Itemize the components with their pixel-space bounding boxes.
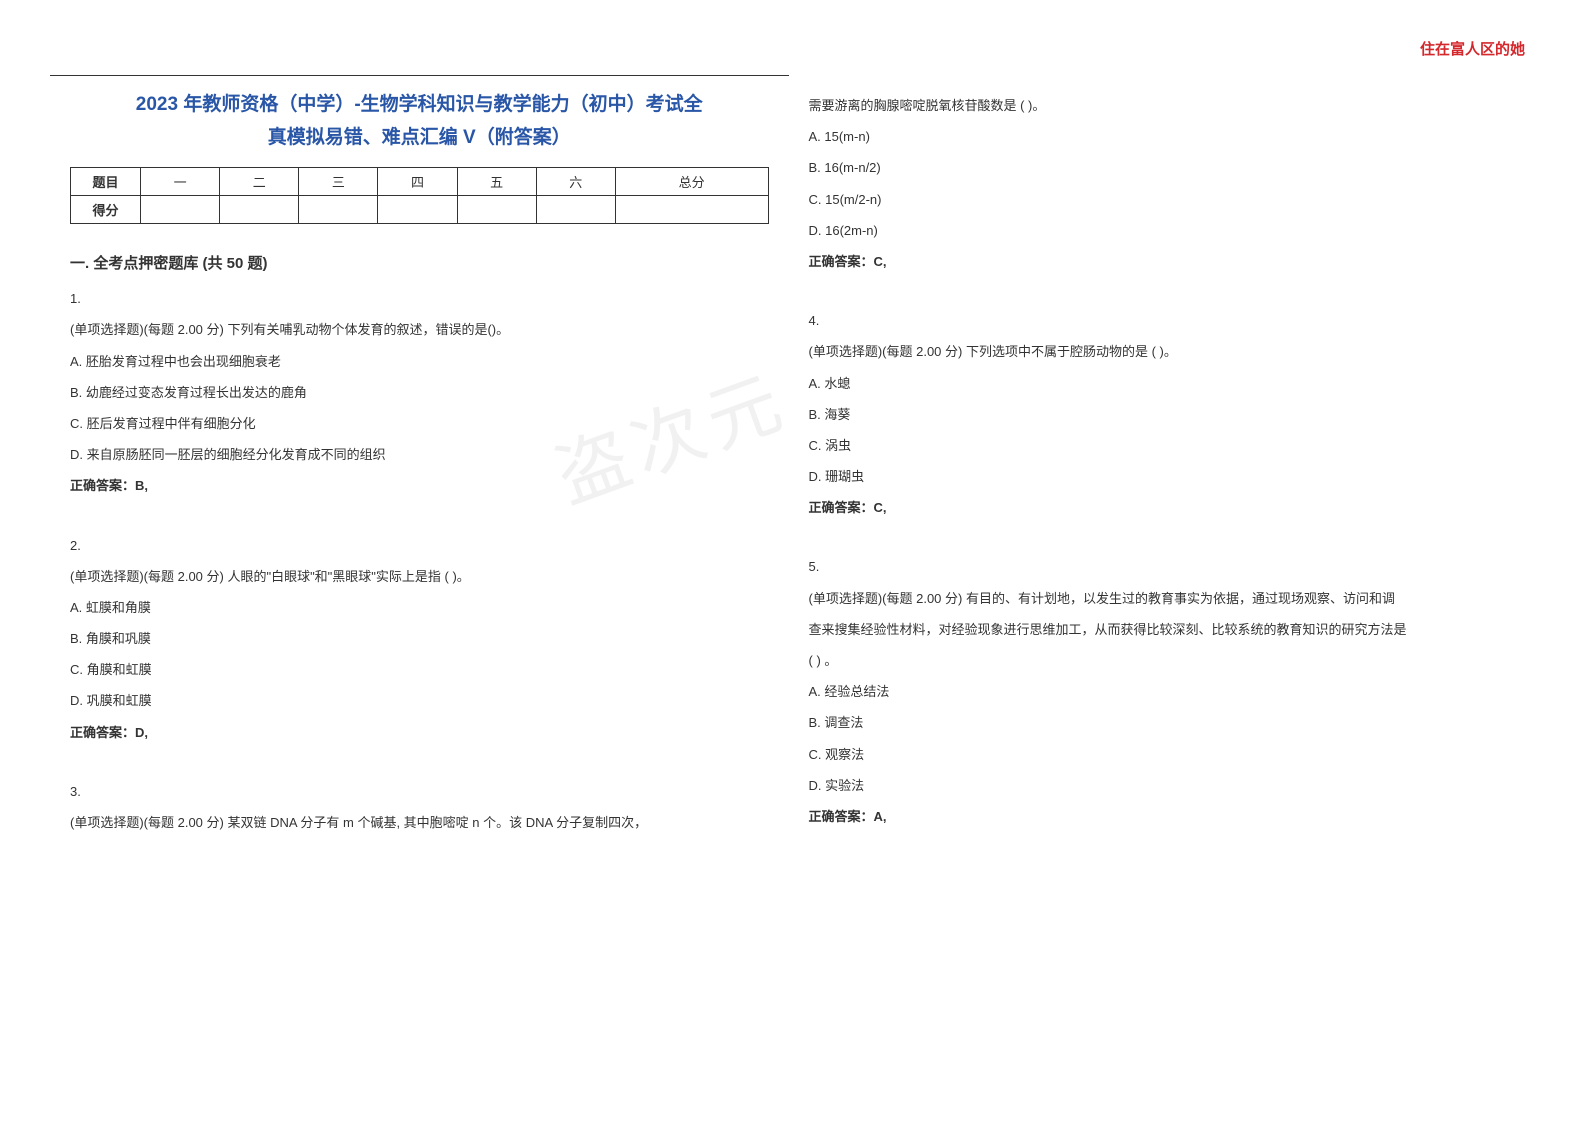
question-5: 5. (单项选择题)(每题 2.00 分) 有目的、有计划地，以发生过的教育事实… bbox=[809, 551, 1508, 832]
q5-stem2: 查来搜集经验性材料，对经验现象进行思维加工，从而获得比较深刻、比较系统的教育知识… bbox=[809, 614, 1508, 645]
q1-num: 1. bbox=[70, 283, 769, 314]
right-column: 需要游离的胸腺嘧啶脱氧核苷酸数是 ( )。 A. 15(m-n) B. 16(m… bbox=[789, 75, 1528, 860]
q4-stem: (单项选择题)(每题 2.00 分) 下列选项中不属于腔肠动物的是 ( )。 bbox=[809, 336, 1508, 367]
col-total: 总分 bbox=[615, 168, 768, 196]
section-title: 一. 全考点押密题库 (共 50 题) bbox=[70, 252, 769, 273]
q3-answer: 正确答案：C, bbox=[809, 246, 1508, 277]
question-4: 4. (单项选择题)(每题 2.00 分) 下列选项中不属于腔肠动物的是 ( )… bbox=[809, 305, 1508, 523]
cell bbox=[536, 196, 615, 224]
q5-optC: C. 观察法 bbox=[809, 739, 1508, 770]
q3-optD: D. 16(2m-n) bbox=[809, 215, 1508, 246]
cell bbox=[299, 196, 378, 224]
q3-optC: C. 15(m/2-n) bbox=[809, 184, 1508, 215]
score-table: 题目 一 二 三 四 五 六 总分 得分 bbox=[70, 167, 769, 224]
q4-num: 4. bbox=[809, 305, 1508, 336]
page-container: 2023 年教师资格（中学）-生物学科知识与教学能力（初中）考试全 真模拟易错、… bbox=[0, 0, 1587, 860]
row1-label: 题目 bbox=[71, 168, 141, 196]
cell bbox=[457, 196, 536, 224]
question-3-continued: 需要游离的胸腺嘧啶脱氧核苷酸数是 ( )。 A. 15(m-n) B. 16(m… bbox=[809, 90, 1508, 277]
cell bbox=[615, 196, 768, 224]
question-2: 2. (单项选择题)(每题 2.00 分) 人眼的"白眼球"和"黑眼球"实际上是… bbox=[70, 530, 769, 748]
q1-optA: A. 胚胎发育过程中也会出现细胞衰老 bbox=[70, 346, 769, 377]
col-1: 一 bbox=[141, 168, 220, 196]
exam-title-line1: 2023 年教师资格（中学）-生物学科知识与教学能力（初中）考试全 bbox=[70, 88, 769, 122]
q4-optB: B. 海葵 bbox=[809, 399, 1508, 430]
q3-optA: A. 15(m-n) bbox=[809, 121, 1508, 152]
q4-answer: 正确答案：C, bbox=[809, 492, 1508, 523]
exam-title-line2: 真模拟易错、难点汇编 V（附答案） bbox=[70, 122, 769, 149]
q1-answer: 正确答案：B, bbox=[70, 470, 769, 501]
q4-optA: A. 水螅 bbox=[809, 368, 1508, 399]
q3-optB: B. 16(m-n/2) bbox=[809, 152, 1508, 183]
q5-optD: D. 实验法 bbox=[809, 770, 1508, 801]
q2-optC: C. 角膜和虹膜 bbox=[70, 654, 769, 685]
cell bbox=[378, 196, 457, 224]
row2-label: 得分 bbox=[71, 196, 141, 224]
col-4: 四 bbox=[378, 168, 457, 196]
q3-num: 3. bbox=[70, 776, 769, 807]
table-row: 题目 一 二 三 四 五 六 总分 bbox=[71, 168, 769, 196]
q1-optD: D. 来自原肠胚同一胚层的细胞经分化发育成不同的组织 bbox=[70, 439, 769, 470]
q2-optD: D. 巩膜和虹膜 bbox=[70, 685, 769, 716]
q1-optC: C. 胚后发育过程中伴有细胞分化 bbox=[70, 408, 769, 439]
q4-optC: C. 涡虫 bbox=[809, 430, 1508, 461]
q5-stem3: ( ) 。 bbox=[809, 645, 1508, 676]
q1-stem: (单项选择题)(每题 2.00 分) 下列有关哺乳动物个体发育的叙述，错误的是(… bbox=[70, 314, 769, 345]
q2-stem: (单项选择题)(每题 2.00 分) 人眼的"白眼球"和"黑眼球"实际上是指 (… bbox=[70, 561, 769, 592]
q2-optB: B. 角膜和巩膜 bbox=[70, 623, 769, 654]
q3-continue: 需要游离的胸腺嘧啶脱氧核苷酸数是 ( )。 bbox=[809, 90, 1508, 121]
q4-optD: D. 珊瑚虫 bbox=[809, 461, 1508, 492]
q5-optB: B. 调查法 bbox=[809, 707, 1508, 738]
q5-num: 5. bbox=[809, 551, 1508, 582]
q2-optA: A. 虹膜和角膜 bbox=[70, 592, 769, 623]
q5-stem1: (单项选择题)(每题 2.00 分) 有目的、有计划地，以发生过的教育事实为依据… bbox=[809, 583, 1508, 614]
left-column: 2023 年教师资格（中学）-生物学科知识与教学能力（初中）考试全 真模拟易错、… bbox=[50, 75, 789, 860]
col-6: 六 bbox=[536, 168, 615, 196]
q2-answer: 正确答案：D, bbox=[70, 717, 769, 748]
q1-optB: B. 幼鹿经过变态发育过程长出发达的鹿角 bbox=[70, 377, 769, 408]
cell bbox=[220, 196, 299, 224]
table-row: 得分 bbox=[71, 196, 769, 224]
question-3: 3. (单项选择题)(每题 2.00 分) 某双链 DNA 分子有 m 个碱基,… bbox=[70, 776, 769, 838]
col-2: 二 bbox=[220, 168, 299, 196]
col-5: 五 bbox=[457, 168, 536, 196]
q3-stem: (单项选择题)(每题 2.00 分) 某双链 DNA 分子有 m 个碱基, 其中… bbox=[70, 807, 769, 838]
cell bbox=[141, 196, 220, 224]
q5-optA: A. 经验总结法 bbox=[809, 676, 1508, 707]
col-3: 三 bbox=[299, 168, 378, 196]
q5-answer: 正确答案：A, bbox=[809, 801, 1508, 832]
question-1: 1. (单项选择题)(每题 2.00 分) 下列有关哺乳动物个体发育的叙述，错误… bbox=[70, 283, 769, 501]
q2-num: 2. bbox=[70, 530, 769, 561]
